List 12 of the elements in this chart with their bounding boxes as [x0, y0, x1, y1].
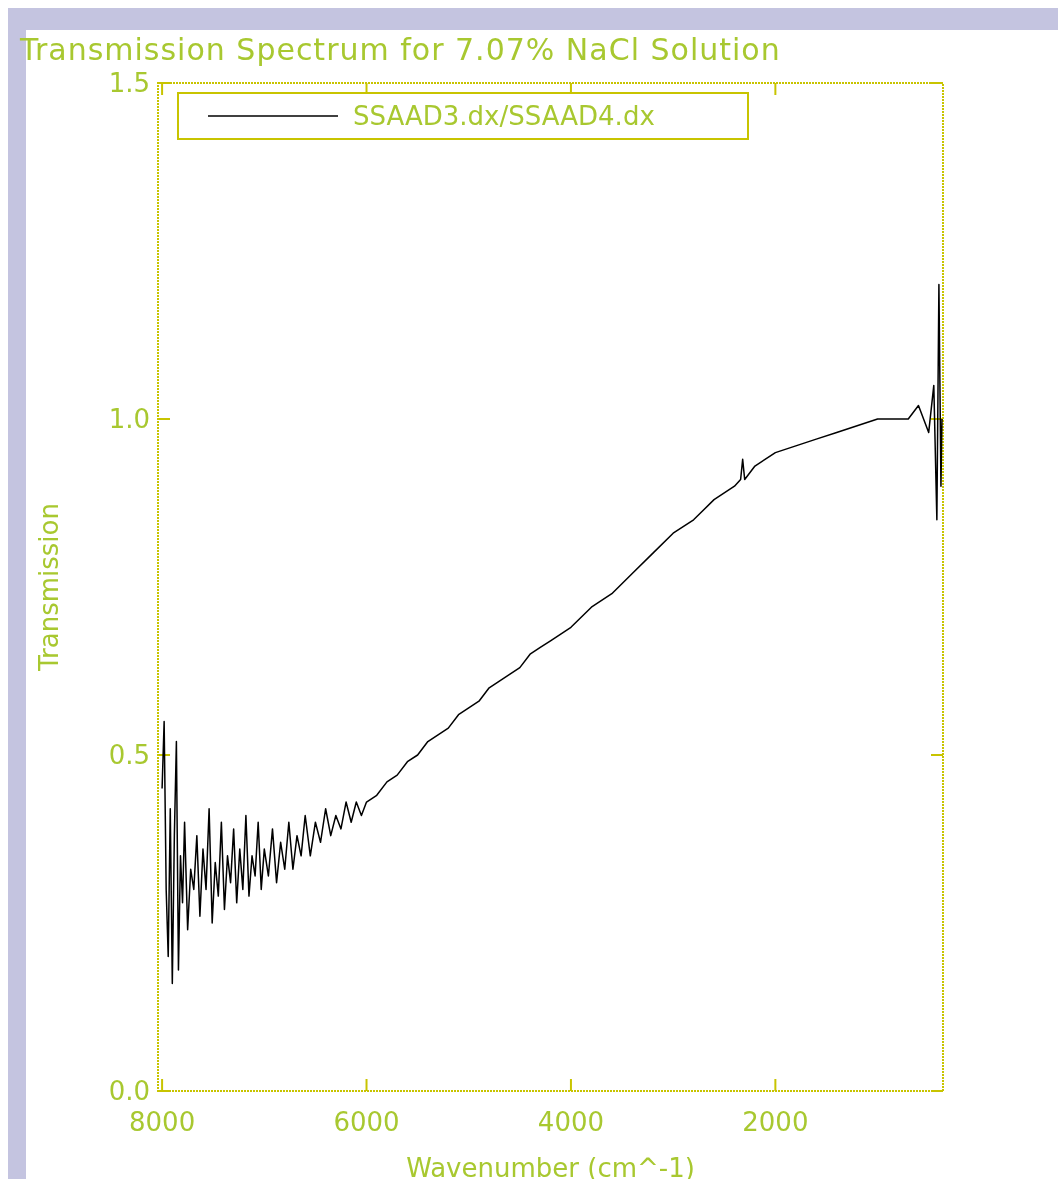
y-tick-label: 0.0: [108, 1076, 150, 1107]
y-tick-label: 0.5: [108, 740, 150, 771]
chart-title: Transmission Spectrum for 7.07% NaCl Solution: [19, 32, 781, 67]
x-tick-label: 6000: [333, 1107, 400, 1137]
y-tick-label: 1.5: [108, 68, 150, 99]
x-tick-label: 8000: [129, 1107, 196, 1137]
x-tick-label: 4000: [537, 1107, 605, 1137]
legend-label: SSAAD3.dx/SSAAD4.dx: [353, 101, 655, 132]
line-series: [161, 283, 943, 985]
x-tick-label: 2000: [742, 1107, 809, 1137]
y-tick-label: 1.0: [108, 404, 150, 435]
y-axis-title: Transmission: [34, 503, 64, 672]
